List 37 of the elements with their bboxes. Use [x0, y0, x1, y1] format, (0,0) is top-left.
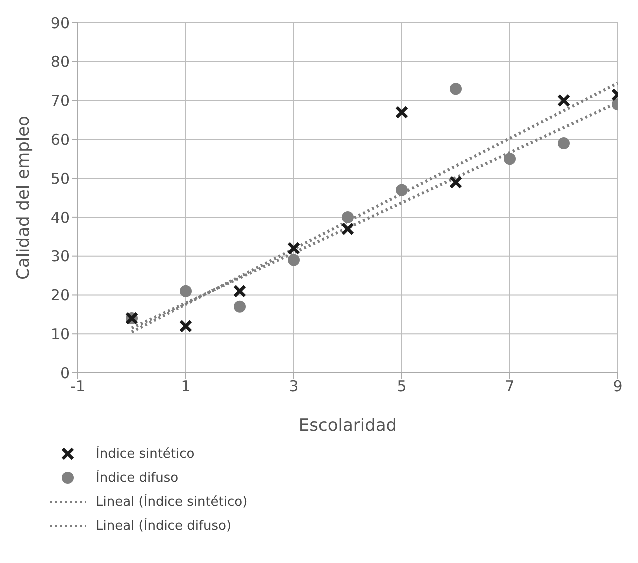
point [234, 300, 246, 313]
y-tick-label: 60 [50, 130, 70, 149]
point [179, 320, 193, 333]
point [287, 242, 301, 256]
x-tick-label: 5 [397, 378, 407, 396]
point [180, 285, 192, 298]
y-tick-label: 20 [50, 286, 70, 305]
legend-label: Lineal (Índice sintético) [96, 494, 248, 510]
legend-label: Índice sintético [96, 446, 195, 462]
y-tick-label: 50 [50, 170, 70, 188]
y-tick-label: 40 [50, 208, 70, 227]
point [342, 211, 354, 224]
point [233, 284, 247, 298]
point [288, 254, 300, 266]
point [558, 138, 570, 150]
y-tick-label: 80 [50, 53, 70, 72]
y-tick-label: 10 [50, 325, 70, 344]
y-axis-title: Calidad del empleo [14, 116, 34, 280]
point [557, 94, 571, 108]
y-tick-label: 70 [50, 92, 70, 110]
point [396, 184, 408, 196]
legend-label: Lineal (Índice difuso) [96, 518, 232, 534]
point [504, 153, 516, 166]
point [395, 106, 409, 120]
y-tick-label: 30 [50, 248, 70, 266]
x-tick-label: 3 [289, 378, 299, 396]
x-tick-label: 7 [505, 378, 515, 396]
x-tick-label: -1 [70, 378, 86, 396]
legend-label: Índice difuso [96, 470, 179, 486]
point [450, 83, 462, 96]
x-tick-label: 9 [613, 378, 623, 396]
x-axis-title: Escolaridad [298, 416, 398, 436]
point [449, 176, 463, 190]
point [341, 222, 355, 236]
y-tick-label: 90 [50, 14, 70, 32]
x-tick-label: 1 [181, 378, 191, 396]
y-tick-label: 0 [60, 364, 70, 382]
